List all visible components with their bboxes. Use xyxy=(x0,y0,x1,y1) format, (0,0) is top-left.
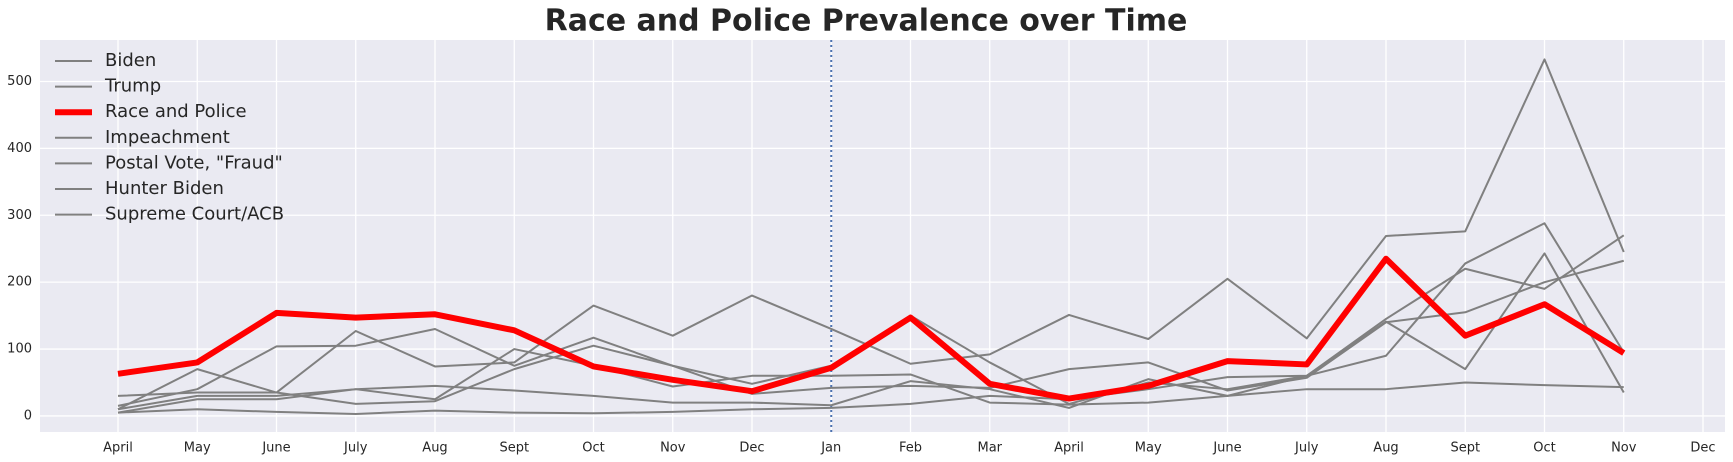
legend-label: Race and Police xyxy=(105,101,247,122)
x-tick-label: Feb xyxy=(899,441,922,456)
x-tick-label: Aug xyxy=(1373,441,1398,456)
x-tick-label: June xyxy=(1212,441,1241,456)
x-tick-label: Nov xyxy=(660,441,686,456)
legend-label: Trump xyxy=(104,76,161,97)
y-tick-label: 200 xyxy=(7,275,32,290)
y-tick-label: 300 xyxy=(7,208,32,223)
x-tick-label: Sept xyxy=(1450,441,1480,456)
x-tick-label: May xyxy=(1135,441,1162,456)
x-tick-label: July xyxy=(343,441,368,456)
series-line xyxy=(117,58,1625,411)
x-tick-label: April xyxy=(1054,441,1084,456)
plot-area xyxy=(40,40,1725,432)
x-tick-label: July xyxy=(1294,441,1319,456)
legend-label: Impeachment xyxy=(105,127,230,148)
x-tick-label: May xyxy=(184,441,211,456)
x-tick-label: Sept xyxy=(499,441,529,456)
chart-title: Race and Police Prevalence over Time xyxy=(545,4,1188,39)
x-tick-label: Jan xyxy=(820,441,841,456)
x-tick-label: Oct xyxy=(582,441,604,456)
legend-label: Supreme Court/ACB xyxy=(105,204,284,225)
x-tick-label: Mar xyxy=(977,441,1002,456)
y-tick-label: 500 xyxy=(7,74,32,89)
x-tick-label: Dec xyxy=(1690,441,1715,456)
x-tick-label: April xyxy=(103,441,133,456)
series-line xyxy=(117,252,1625,415)
x-tick-label: Oct xyxy=(1533,441,1555,456)
legend-label: Biden xyxy=(105,50,156,71)
y-tick-label: 0 xyxy=(24,408,32,423)
series-line xyxy=(117,255,1626,402)
y-tick-label: 400 xyxy=(7,141,32,156)
x-tick-label: June xyxy=(261,441,290,456)
legend-label: Hunter Biden xyxy=(105,178,224,199)
y-tick-label: 100 xyxy=(7,342,32,357)
legend-label: Postal Vote, "Fraud" xyxy=(105,152,283,173)
series-line xyxy=(117,222,1625,414)
x-tick-label: Aug xyxy=(422,441,447,456)
series-line xyxy=(117,348,1624,411)
x-tick-label: Dec xyxy=(739,441,764,456)
x-tick-label: Nov xyxy=(1611,441,1637,456)
